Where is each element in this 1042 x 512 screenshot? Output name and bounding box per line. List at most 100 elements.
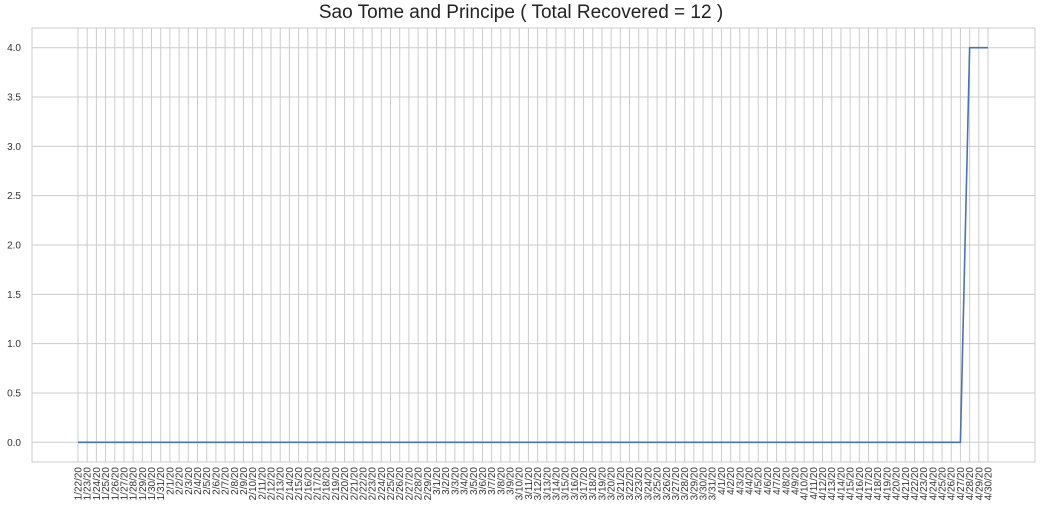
x-tick-label: 1/30/20 (147, 467, 158, 501)
x-tick-label: 4/25/20 (938, 467, 949, 501)
x-tick-label: 3/21/20 (616, 467, 627, 501)
x-tick-label: 1/26/20 (110, 467, 121, 501)
x-tick-label: 4/24/20 (928, 467, 939, 501)
x-axis: 1/22/201/23/201/24/201/25/201/26/201/27/… (74, 467, 995, 501)
x-tick-label: 2/4/20 (193, 467, 204, 495)
x-tick-label: 2/24/20 (377, 467, 388, 501)
x-tick-label: 4/21/20 (901, 467, 912, 501)
x-tick-label: 1/24/20 (92, 467, 103, 501)
y-tick-label: 3.5 (7, 93, 21, 104)
x-tick-label: 4/10/20 (800, 467, 811, 501)
series-layer (78, 46, 988, 444)
x-tick-label: 4/30/20 (984, 467, 995, 501)
x-tick-label: 4/11/20 (809, 467, 820, 500)
x-tick-label: 4/13/20 (827, 467, 838, 501)
x-tick-label: 4/17/20 (864, 467, 875, 501)
x-tick-label: 3/31/20 (708, 467, 719, 501)
chart-title: Sao Tome and Principe ( Total Recovered … (318, 2, 724, 23)
x-tick-label: 4/4/20 (745, 467, 756, 495)
y-axis: 0.0 0.5 1.0 1.5 2.0 2.5 3.0 3.5 4.0 (7, 43, 21, 449)
x-tick-label: 2/25/20 (386, 467, 397, 501)
x-tick-label: 4/27/20 (956, 467, 967, 501)
x-tick-label: 2/17/20 (312, 467, 323, 501)
x-tick-label: 4/8/20 (781, 467, 792, 495)
x-tick-label: 1/25/20 (101, 467, 112, 501)
x-tick-label: 2/8/20 (230, 467, 241, 495)
series-line (78, 46, 988, 444)
x-tick-label: 3/25/20 (653, 467, 664, 501)
x-tick-label: 3/20/20 (607, 467, 618, 501)
y-tick-label: 4.0 (7, 43, 21, 54)
x-tick-label: 3/18/20 (588, 467, 599, 501)
x-tick-label: 2/18/20 (322, 467, 333, 501)
x-tick-label: 3/28/20 (680, 467, 691, 501)
x-tick-label: 4/22/20 (910, 467, 921, 501)
x-tick-label: 3/10/20 (515, 467, 526, 501)
x-tick-label: 3/16/20 (570, 467, 581, 501)
x-tick-label: 4/12/20 (818, 467, 829, 501)
x-tick-label: 4/9/20 (790, 467, 801, 495)
x-tick-label: 1/29/20 (138, 467, 149, 501)
grid-layer (32, 28, 1035, 462)
x-tick-label: 2/2/20 (175, 467, 186, 495)
x-tick-label: 2/21/20 (349, 467, 360, 501)
x-tick-label: 4/14/20 (836, 467, 847, 501)
x-tick-label: 2/13/20 (276, 467, 287, 501)
x-tick-label: 2/3/20 (184, 467, 195, 495)
x-tick-label: 2/11/20 (257, 467, 268, 500)
x-tick-label: 1/28/20 (129, 467, 140, 501)
x-tick-label: 2/27/20 (404, 467, 415, 501)
x-tick-label: 2/6/20 (211, 467, 222, 495)
x-tick-label: 3/15/20 (561, 467, 572, 501)
x-tick-label: 4/15/20 (846, 467, 857, 501)
x-tick-label: 2/19/20 (331, 467, 342, 501)
x-tick-label: 2/7/20 (221, 467, 232, 495)
x-tick-label: 2/12/20 (267, 467, 278, 501)
y-tick-label: 3.0 (7, 142, 21, 153)
x-tick-label: 4/23/20 (919, 467, 930, 501)
x-tick-label: 2/5/20 (202, 467, 213, 495)
x-tick-label: 1/31/20 (156, 467, 167, 501)
x-tick-label: 2/15/20 (294, 467, 305, 501)
y-tick-label: 2.0 (7, 241, 21, 252)
x-tick-label: 1/22/20 (74, 467, 85, 501)
x-tick-label: 4/20/20 (892, 467, 903, 501)
x-tick-label: 2/10/20 (248, 467, 259, 501)
x-tick-label: 3/4/20 (460, 467, 471, 495)
y-tick-label: 0.0 (7, 438, 21, 449)
x-tick-label: 2/14/20 (285, 467, 296, 501)
x-tick-label: 2/16/20 (303, 467, 314, 501)
x-tick-label: 3/26/20 (662, 467, 673, 501)
x-tick-label: 2/20/20 (340, 467, 351, 501)
x-tick-label: 4/7/20 (772, 467, 783, 495)
x-tick-label: 2/22/20 (358, 467, 369, 501)
y-tick-label: 1.5 (7, 290, 21, 301)
x-tick-label: 3/22/20 (625, 467, 636, 501)
y-tick-label: 2.5 (7, 191, 21, 202)
x-tick-label: 3/27/20 (671, 467, 682, 501)
x-tick-label: 3/11/20 (524, 467, 535, 500)
x-tick-label: 3/6/20 (478, 467, 489, 495)
x-tick-label: 4/16/20 (855, 467, 866, 501)
x-tick-label: 2/23/20 (368, 467, 379, 501)
x-tick-label: 4/26/20 (947, 467, 958, 501)
x-tick-label: 3/23/20 (634, 467, 645, 501)
x-tick-label: 4/29/20 (974, 467, 985, 501)
x-tick-label: 3/19/20 (597, 467, 608, 501)
x-tick-label: 4/3/20 (735, 467, 746, 495)
x-tick-label: 3/12/20 (533, 467, 544, 501)
x-tick-label: 1/27/20 (119, 467, 130, 501)
x-tick-label: 3/14/20 (551, 467, 562, 501)
x-tick-label: 2/29/20 (423, 467, 434, 501)
x-tick-label: 1/23/20 (83, 467, 94, 501)
x-tick-label: 2/9/20 (239, 467, 250, 495)
y-tick-label: 0.5 (7, 388, 21, 399)
x-tick-label: 4/6/20 (763, 467, 774, 495)
y-tick-label: 1.0 (7, 339, 21, 350)
x-tick-label: 4/18/20 (873, 467, 884, 501)
x-tick-label: 3/13/20 (542, 467, 553, 501)
x-tick-label: 4/2/20 (726, 467, 737, 495)
x-tick-label: 3/7/20 (487, 467, 498, 495)
x-tick-label: 3/30/20 (699, 467, 710, 501)
x-tick-label: 4/5/20 (754, 467, 765, 495)
